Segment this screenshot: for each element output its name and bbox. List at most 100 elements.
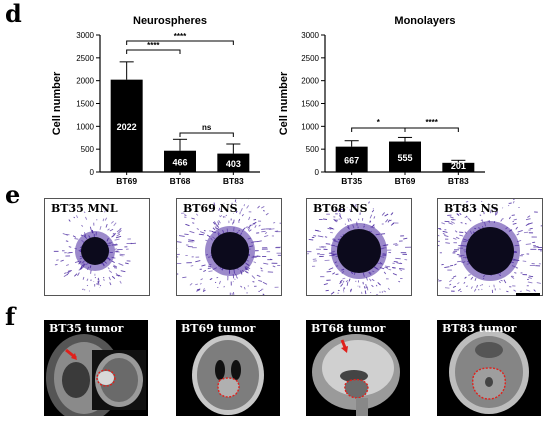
cell-process (236, 276, 238, 279)
cell-process (322, 218, 328, 220)
mri-label: BT35 tumor (49, 322, 124, 335)
cell-process (199, 282, 202, 285)
cell-process (479, 214, 482, 216)
sphere-label: BT68 NS (313, 202, 368, 215)
cell-process (86, 278, 89, 282)
cell-process (257, 240, 262, 243)
cell-process (233, 219, 235, 224)
sphere-drawing (307, 201, 411, 295)
cell-process (88, 290, 90, 292)
cell-process (196, 288, 201, 291)
cell-process (448, 222, 453, 225)
cell-process (219, 215, 222, 218)
cell-process (184, 214, 187, 217)
cell-process (481, 288, 483, 291)
y-tick-label: 0 (90, 168, 95, 177)
cell-process (244, 270, 248, 273)
cell-process (371, 209, 375, 213)
cell-process (438, 234, 440, 237)
cell-process (474, 288, 477, 292)
cell-process (529, 227, 533, 230)
cell-process (241, 213, 244, 217)
cell-process (105, 223, 108, 228)
sphere-label: BT69 NS (183, 202, 238, 215)
bar-value-label: 201 (451, 161, 466, 171)
bar-value-label: 2022 (117, 122, 137, 132)
cell-process (441, 222, 446, 225)
cell-process (83, 211, 86, 214)
cell-process (256, 274, 261, 277)
cell-process (203, 230, 206, 232)
cell-process (213, 221, 217, 225)
significance-label: * (377, 118, 381, 127)
y-tick-label: 500 (306, 145, 320, 154)
mri-drawing (192, 335, 264, 415)
cell-process (262, 281, 268, 285)
cell-process (103, 278, 105, 281)
cell-process (225, 214, 227, 217)
bar (110, 79, 143, 172)
cell-process (494, 207, 496, 211)
cell-process (470, 276, 474, 280)
cell-process (99, 226, 102, 230)
bar (217, 153, 250, 172)
y-tick-label: 3000 (76, 31, 94, 40)
cell-process (457, 288, 462, 292)
bar-value-label: 555 (397, 153, 412, 163)
cell-process (390, 212, 394, 216)
cell-process (463, 281, 466, 284)
cell-process (108, 270, 113, 273)
cell-process (385, 266, 389, 270)
bar (335, 146, 368, 172)
cell-process (102, 277, 105, 279)
cell-process (528, 275, 534, 278)
cell-process (513, 289, 517, 292)
cell-process (387, 287, 391, 291)
cell-process (525, 218, 531, 221)
cell-process (457, 260, 463, 263)
cell-process (177, 241, 182, 243)
cell-process (262, 293, 265, 295)
cell-process (522, 260, 527, 262)
panel-letter-e: e (5, 180, 21, 209)
cell-process (243, 204, 246, 207)
cell-process (365, 283, 367, 288)
sphere-core (211, 232, 249, 270)
cell-process (350, 219, 353, 222)
cell-process (198, 233, 204, 236)
cell-process (260, 267, 263, 270)
cell-process (118, 230, 122, 233)
cell-process (238, 218, 241, 222)
cell-process (510, 275, 515, 279)
cell-process (483, 211, 485, 215)
cell-process (449, 264, 454, 267)
scale-bar (516, 293, 540, 296)
x-tick-label: BT83 (223, 176, 244, 185)
cell-process (117, 232, 120, 234)
cell-process (124, 262, 129, 265)
sphere-drawing (53, 210, 137, 292)
cell-process (317, 235, 324, 238)
cell-process (481, 284, 483, 286)
cell-process (109, 228, 114, 232)
cell-process (248, 216, 251, 221)
cell-process (256, 255, 261, 257)
sphere-core (81, 237, 109, 265)
sphere-drawing (177, 199, 281, 295)
cell-process (207, 267, 212, 270)
mri-image-2: BT69 tumor (176, 320, 280, 416)
cell-process (381, 212, 385, 216)
cell-process (184, 233, 189, 236)
cell-process (363, 286, 366, 289)
cell-process (195, 260, 201, 263)
cell-process (119, 253, 125, 256)
cell-process (474, 277, 477, 281)
cell-process (442, 232, 446, 235)
cell-process (116, 228, 121, 233)
cell-process (515, 226, 518, 230)
cell-process (512, 200, 515, 204)
cell-process (247, 224, 252, 229)
bar-value-label: 667 (344, 155, 359, 165)
cell-process (118, 263, 124, 266)
cell-process (182, 276, 187, 279)
